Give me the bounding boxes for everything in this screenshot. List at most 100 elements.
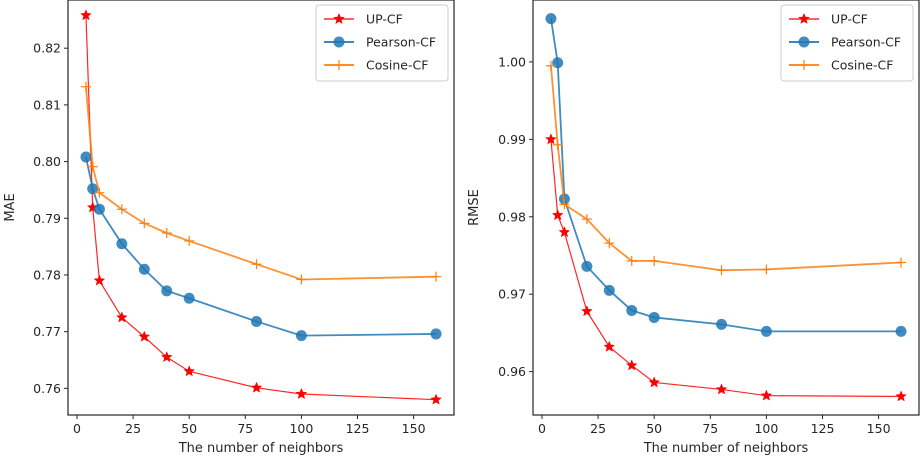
y-axis-label: RMSE	[467, 189, 482, 226]
series-line	[85, 156, 437, 337]
mae-chart: 0 25 50 75 100 125 150 0.76 0.77 0.78 0.79 0.80 0.81…	[3, 0, 455, 456]
data-point	[715, 383, 728, 395]
x-tick-label: 25	[590, 421, 606, 436]
data-point	[430, 393, 442, 405]
y-tick-label: 0.82	[33, 41, 61, 56]
data-point	[93, 203, 105, 215]
x-tick-label: 50	[181, 421, 197, 436]
y-tick-label: 0.81	[33, 97, 61, 112]
data-point	[80, 151, 92, 163]
legend-item-cosine-cf: Cosine-CF	[324, 58, 428, 73]
data-point	[760, 389, 773, 401]
legend: UP-CF Pearson-CF Cosine-CF	[315, 4, 449, 82]
data-point	[430, 328, 442, 340]
legend-marker	[799, 60, 809, 70]
x-tick-label: 100	[289, 421, 313, 436]
series-line	[550, 18, 902, 333]
legend-label: Cosine-CF	[831, 58, 893, 73]
legend-label: Cosine-CF	[366, 58, 428, 73]
x-tick-label: 150	[867, 421, 891, 436]
legend-item-pearson-cf: Pearson-CF	[789, 35, 901, 50]
legend-marker	[334, 60, 344, 70]
x-tick-label: 125	[811, 421, 835, 436]
x-tick-label: 50	[646, 421, 662, 436]
series-up-cf	[80, 9, 442, 405]
y-axis-label: MAE	[3, 193, 18, 221]
data-point	[545, 13, 557, 25]
data-point	[552, 57, 564, 69]
series-line	[550, 139, 902, 398]
y-tick-label: 0.79	[33, 211, 61, 226]
series-cosine-cf	[80, 81, 442, 285]
data-point	[251, 259, 262, 270]
legend-label: UP-CF	[831, 12, 868, 27]
data-point	[296, 274, 307, 285]
x-axis-label: The number of neighbors	[643, 441, 809, 456]
axes-frame	[532, 0, 920, 416]
data-point	[161, 285, 173, 297]
data-point	[604, 238, 615, 249]
data-point	[295, 387, 308, 400]
data-point	[183, 365, 196, 377]
y-tick-label: 0.97	[498, 287, 526, 302]
y-tick-label: 0.76	[33, 381, 61, 396]
legend-label: UP-CF	[366, 12, 403, 27]
data-point	[139, 218, 150, 229]
data-point	[160, 350, 173, 363]
data-point	[626, 255, 637, 266]
data-point	[558, 226, 571, 238]
data-point	[760, 325, 772, 337]
data-point	[648, 376, 661, 388]
data-point	[559, 199, 570, 210]
data-point	[94, 187, 105, 198]
data-point	[250, 381, 263, 393]
data-point	[138, 263, 150, 275]
data-point	[716, 265, 727, 276]
series-pearson-cf	[80, 151, 442, 342]
data-point	[87, 183, 99, 195]
x-tick-label: 150	[402, 421, 426, 436]
data-point	[87, 161, 98, 172]
series-line	[85, 86, 437, 281]
data-point	[716, 318, 728, 330]
series-line	[85, 15, 437, 401]
x-tick-label: 25	[125, 421, 141, 436]
data-point	[895, 325, 907, 337]
data-point	[626, 304, 638, 316]
data-point	[93, 274, 106, 286]
legend-marker	[798, 36, 810, 48]
y-tick-label: 0.98	[498, 209, 526, 224]
data-point	[581, 214, 592, 225]
data-point	[648, 311, 660, 323]
legend-marker	[333, 12, 345, 24]
data-point	[545, 60, 556, 71]
series-line	[550, 65, 902, 272]
axes-frame	[67, 0, 455, 416]
legend-marker	[333, 36, 345, 48]
series-layer	[545, 13, 907, 402]
legend-item-cosine-cf: Cosine-CF	[789, 58, 893, 73]
data-point	[161, 228, 172, 239]
legend-item-pearson-cf: Pearson-CF	[324, 35, 436, 50]
x-tick-label: 75	[702, 421, 718, 436]
legend: UP-CF Pearson-CF Cosine-CF	[780, 4, 914, 82]
data-point	[116, 204, 127, 215]
data-point	[431, 271, 442, 282]
data-point	[581, 260, 593, 272]
x-tick-label: 0	[538, 421, 546, 436]
data-point	[603, 284, 615, 296]
series-cosine-cf	[545, 60, 907, 276]
rmse-chart: 0 25 50 75 100 125 150 0.96 0.97 0.98 0.99 1.00 The …	[467, 0, 920, 456]
y-tick-label: 0.77	[33, 324, 61, 339]
series-layer	[80, 9, 442, 405]
y-tick-label: 1.00	[498, 54, 526, 69]
data-point	[184, 235, 195, 246]
x-axis-label: The number of neighbors	[178, 441, 344, 456]
data-point	[115, 311, 128, 323]
data-point	[138, 330, 151, 342]
legend-label: Pearson-CF	[366, 35, 436, 50]
y-tick-label: 0.99	[498, 132, 526, 147]
data-point	[625, 359, 638, 371]
legend-label: Pearson-CF	[831, 35, 901, 50]
